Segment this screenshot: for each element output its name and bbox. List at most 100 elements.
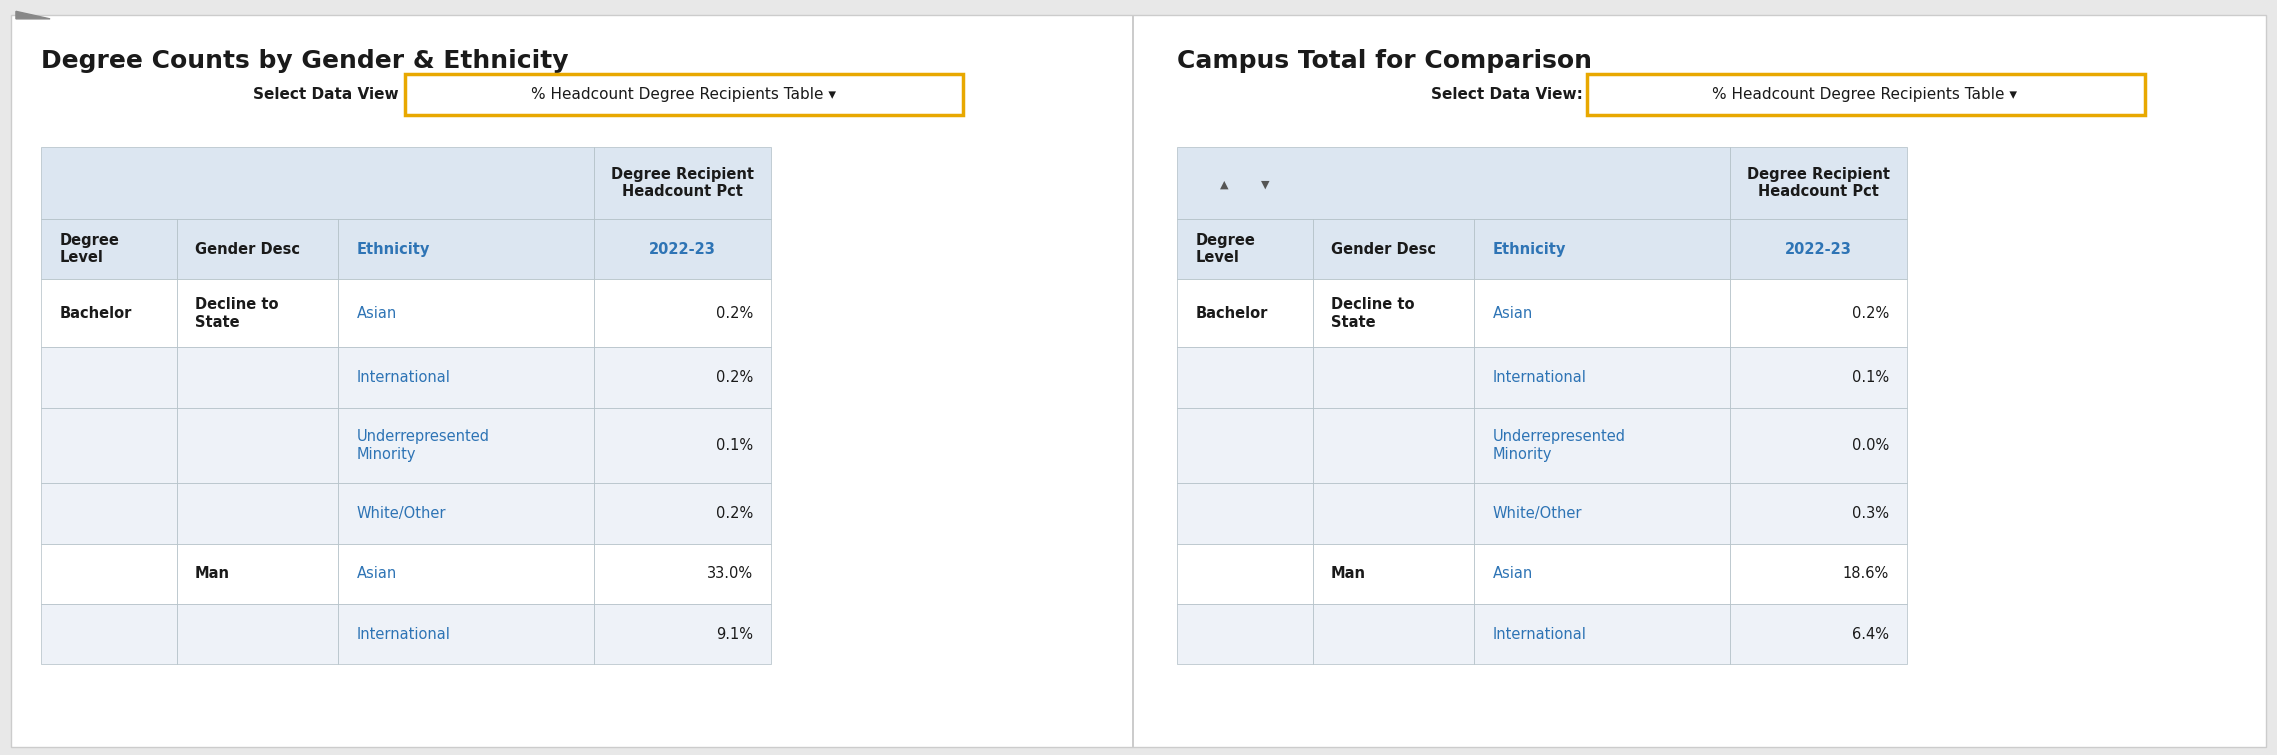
FancyBboxPatch shape: [41, 219, 178, 279]
FancyBboxPatch shape: [1177, 279, 1314, 347]
FancyBboxPatch shape: [1177, 408, 1314, 483]
Text: 6.4%: 6.4%: [1851, 627, 1890, 642]
FancyBboxPatch shape: [594, 408, 772, 483]
FancyBboxPatch shape: [1475, 279, 1731, 347]
Text: ▲: ▲: [1220, 180, 1230, 190]
FancyBboxPatch shape: [1314, 408, 1475, 483]
Text: International: International: [1494, 370, 1587, 385]
FancyBboxPatch shape: [178, 279, 339, 347]
Text: White/Other: White/Other: [1494, 506, 1583, 521]
FancyBboxPatch shape: [1731, 408, 1908, 483]
FancyBboxPatch shape: [1475, 483, 1731, 544]
Text: 2022-23: 2022-23: [649, 242, 715, 257]
Text: 0.0%: 0.0%: [1851, 438, 1890, 453]
FancyBboxPatch shape: [41, 483, 178, 544]
FancyBboxPatch shape: [1314, 347, 1475, 408]
Text: 2022-23: 2022-23: [1785, 242, 1851, 257]
Text: 0.1%: 0.1%: [1851, 370, 1890, 385]
Text: Degree
Level: Degree Level: [1195, 233, 1255, 265]
FancyBboxPatch shape: [594, 279, 772, 347]
FancyBboxPatch shape: [405, 74, 963, 115]
Text: Degree
Level: Degree Level: [59, 233, 118, 265]
FancyBboxPatch shape: [594, 604, 772, 664]
Text: Degree Recipient
Headcount Pct: Degree Recipient Headcount Pct: [610, 167, 754, 199]
FancyBboxPatch shape: [339, 279, 594, 347]
FancyBboxPatch shape: [11, 15, 2266, 747]
FancyBboxPatch shape: [1177, 347, 1314, 408]
FancyBboxPatch shape: [1475, 544, 1731, 604]
Text: % Headcount Degree Recipients Table ▾: % Headcount Degree Recipients Table ▾: [1712, 87, 2017, 102]
FancyBboxPatch shape: [1475, 347, 1731, 408]
FancyBboxPatch shape: [41, 408, 178, 483]
Text: 0.2%: 0.2%: [1851, 306, 1890, 321]
FancyBboxPatch shape: [594, 347, 772, 408]
FancyBboxPatch shape: [1475, 219, 1731, 279]
FancyBboxPatch shape: [1314, 219, 1475, 279]
FancyBboxPatch shape: [1177, 604, 1314, 664]
Text: International: International: [1494, 627, 1587, 642]
FancyBboxPatch shape: [178, 483, 339, 544]
FancyBboxPatch shape: [1731, 279, 1908, 347]
FancyBboxPatch shape: [339, 604, 594, 664]
FancyBboxPatch shape: [339, 219, 594, 279]
Text: Gender Desc: Gender Desc: [1332, 242, 1437, 257]
Polygon shape: [16, 11, 50, 19]
Text: Select Data View: Select Data View: [253, 87, 398, 102]
Text: 0.2%: 0.2%: [715, 506, 754, 521]
FancyBboxPatch shape: [339, 544, 594, 604]
Text: 33.0%: 33.0%: [706, 566, 754, 581]
Text: Gender Desc: Gender Desc: [196, 242, 301, 257]
Text: 0.2%: 0.2%: [715, 306, 754, 321]
FancyBboxPatch shape: [339, 483, 594, 544]
Text: Man: Man: [1332, 566, 1366, 581]
FancyBboxPatch shape: [1177, 544, 1314, 604]
FancyBboxPatch shape: [1587, 74, 2145, 115]
Text: Decline to
State: Decline to State: [196, 297, 278, 329]
Text: Campus Total for Comparison: Campus Total for Comparison: [1177, 49, 1592, 73]
Text: Asian: Asian: [357, 306, 396, 321]
Text: Ethnicity: Ethnicity: [1494, 242, 1567, 257]
Text: % Headcount Degree Recipients Table ▾: % Headcount Degree Recipients Table ▾: [531, 87, 836, 102]
FancyBboxPatch shape: [1475, 604, 1731, 664]
Text: White/Other: White/Other: [357, 506, 446, 521]
FancyBboxPatch shape: [178, 604, 339, 664]
FancyBboxPatch shape: [1731, 147, 1908, 219]
Text: ▼: ▼: [1261, 180, 1271, 190]
FancyBboxPatch shape: [178, 544, 339, 604]
FancyBboxPatch shape: [178, 408, 339, 483]
Text: Decline to
State: Decline to State: [1332, 297, 1414, 329]
FancyBboxPatch shape: [1475, 408, 1731, 483]
Text: 9.1%: 9.1%: [715, 627, 754, 642]
Text: Asian: Asian: [1494, 306, 1532, 321]
FancyBboxPatch shape: [339, 347, 594, 408]
FancyBboxPatch shape: [594, 483, 772, 544]
Text: Degree Recipient
Headcount Pct: Degree Recipient Headcount Pct: [1746, 167, 1890, 199]
Text: Ethnicity: Ethnicity: [357, 242, 430, 257]
FancyBboxPatch shape: [41, 147, 594, 219]
Text: Degree Counts by Gender & Ethnicity: Degree Counts by Gender & Ethnicity: [41, 49, 569, 73]
Text: Underrepresented
Minority: Underrepresented Minority: [1494, 430, 1626, 461]
FancyBboxPatch shape: [1731, 604, 1908, 664]
FancyBboxPatch shape: [1314, 279, 1475, 347]
FancyBboxPatch shape: [1731, 347, 1908, 408]
FancyBboxPatch shape: [1177, 147, 1731, 219]
FancyBboxPatch shape: [41, 279, 178, 347]
FancyBboxPatch shape: [1314, 544, 1475, 604]
FancyBboxPatch shape: [1314, 604, 1475, 664]
FancyBboxPatch shape: [1731, 544, 1908, 604]
FancyBboxPatch shape: [178, 219, 339, 279]
FancyBboxPatch shape: [178, 347, 339, 408]
Text: 18.6%: 18.6%: [1842, 566, 1890, 581]
FancyBboxPatch shape: [1731, 483, 1908, 544]
Text: 0.2%: 0.2%: [715, 370, 754, 385]
Text: Man: Man: [196, 566, 230, 581]
FancyBboxPatch shape: [1177, 219, 1314, 279]
FancyBboxPatch shape: [41, 604, 178, 664]
FancyBboxPatch shape: [1314, 483, 1475, 544]
Text: Asian: Asian: [1494, 566, 1532, 581]
FancyBboxPatch shape: [1731, 219, 1908, 279]
Text: 0.1%: 0.1%: [715, 438, 754, 453]
FancyBboxPatch shape: [41, 347, 178, 408]
FancyBboxPatch shape: [1177, 483, 1314, 544]
FancyBboxPatch shape: [594, 219, 772, 279]
